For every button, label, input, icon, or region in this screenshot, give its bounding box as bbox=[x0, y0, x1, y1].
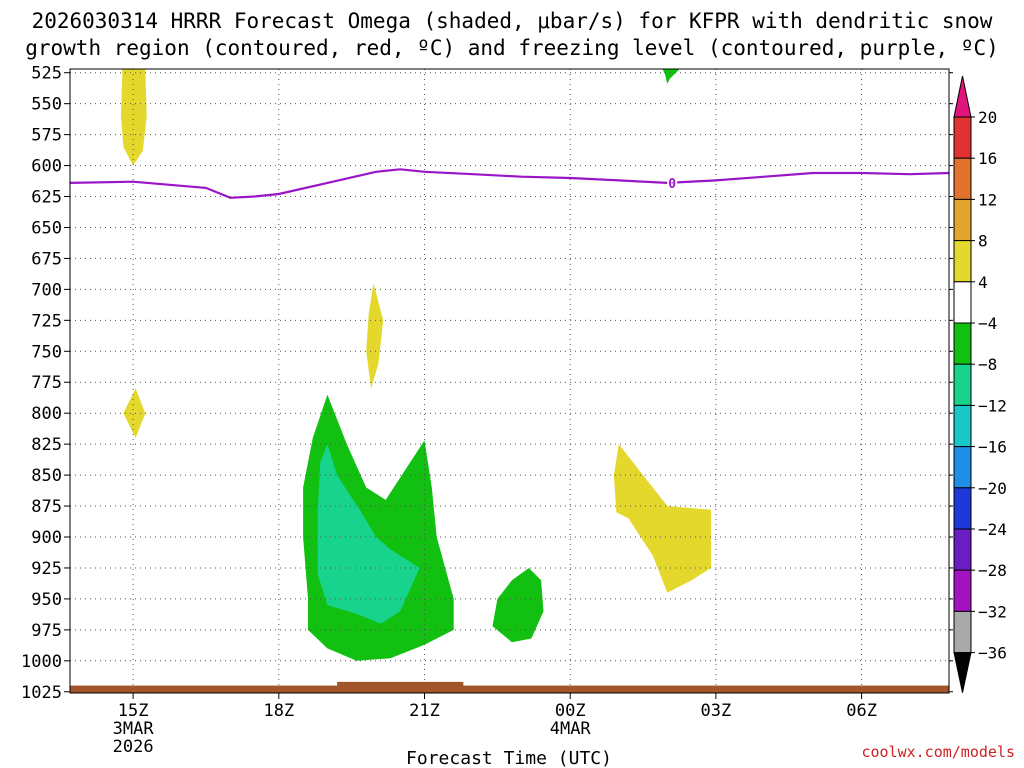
colorbar-label-7: −12 bbox=[978, 396, 1007, 415]
y-tick-label-975: 975 bbox=[31, 621, 62, 641]
colorbar-band-2 bbox=[953, 157, 972, 200]
omega-region-4 bbox=[123, 388, 146, 438]
colorbar-label-0: 20 bbox=[978, 108, 997, 127]
chart-title-line2: growth region (contoured, red, ºC) and f… bbox=[25, 36, 999, 60]
omega-region-5 bbox=[351, 215, 415, 414]
ground-band-bump bbox=[337, 681, 464, 687]
x-tick-label-06Z: 06Z bbox=[846, 701, 877, 721]
y-tick-label-775: 775 bbox=[31, 373, 62, 393]
omega-region-13 bbox=[837, 350, 920, 494]
colorbar-bottom-arrow bbox=[953, 652, 972, 693]
colorbar-label-6: −8 bbox=[978, 355, 997, 374]
y-tick-label-1000: 1000 bbox=[21, 652, 62, 672]
x-tick-label-18Z: 18Z bbox=[263, 701, 294, 721]
x-tick-date-15Z: 3MAR bbox=[113, 719, 155, 739]
colorbar-top-arrow bbox=[953, 75, 972, 118]
y-tick-label-1025: 1025 bbox=[21, 683, 62, 703]
omega-regions bbox=[104, 69, 920, 661]
freezing-level-label: 0 bbox=[668, 177, 676, 192]
omega-region-11 bbox=[587, 366, 755, 618]
colorbar-label-5: −4 bbox=[978, 314, 997, 333]
y-tick-label-800: 800 bbox=[31, 404, 62, 424]
colorbar-label-12: −32 bbox=[978, 602, 1007, 621]
colorbar-band-7 bbox=[953, 363, 972, 406]
omega-region-2 bbox=[121, 69, 147, 166]
colorbar-label-1: 16 bbox=[978, 149, 997, 168]
freezing-level-line bbox=[70, 168, 949, 199]
y-tick-label-575: 575 bbox=[31, 126, 62, 146]
colorbar-band-8 bbox=[953, 404, 972, 448]
x-tick-year-15Z: 2026 bbox=[113, 737, 154, 757]
y-tick-label-550: 550 bbox=[31, 95, 62, 115]
colorbar: 20 16 12 8 4 −4 −8 −12 −16 −20 −24 −28 −32 −36 bbox=[953, 75, 1007, 693]
y-tick-label-825: 825 bbox=[31, 435, 62, 455]
colorbar-label-2: 12 bbox=[978, 190, 997, 209]
colorbar-label-4: 4 bbox=[978, 273, 988, 292]
y-tick-label-875: 875 bbox=[31, 497, 62, 517]
x-axis-title: Forecast Time (UTC) bbox=[406, 748, 612, 768]
plot-frame bbox=[69, 68, 950, 694]
colorbar-band-5 bbox=[953, 281, 972, 324]
ground-band-fill bbox=[70, 685, 949, 693]
colorbar-band-9 bbox=[953, 446, 972, 489]
colorbar-band-3 bbox=[953, 198, 972, 242]
y-axis: 525 550 575 600 625 650 675 700 725 750 775 800 825 8… bbox=[21, 64, 953, 703]
colorbar-label-3: 8 bbox=[978, 232, 988, 251]
gridlines bbox=[70, 69, 949, 693]
freezing-level-group: 0 bbox=[70, 168, 949, 199]
colorbar-band-12 bbox=[953, 569, 972, 612]
omega-region-6 bbox=[366, 283, 384, 389]
y-tick-label-900: 900 bbox=[31, 528, 62, 548]
colorbar-band-6 bbox=[953, 322, 972, 365]
colorbar-label-8: −16 bbox=[978, 438, 1007, 457]
y-tick-label-925: 925 bbox=[31, 559, 62, 579]
y-tick-label-850: 850 bbox=[31, 466, 62, 486]
y-tick-label-525: 525 bbox=[31, 64, 62, 84]
omega-region-12 bbox=[613, 444, 711, 593]
colorbar-label-10: −24 bbox=[978, 520, 1007, 539]
y-tick-label-675: 675 bbox=[31, 249, 62, 269]
colorbar-band-10 bbox=[953, 487, 972, 530]
omega-region-9 bbox=[468, 438, 542, 500]
y-tick-label-625: 625 bbox=[31, 188, 62, 208]
credit-text: coolwx.com/models bbox=[861, 743, 1015, 761]
colorbar-band-11 bbox=[953, 528, 972, 571]
y-tick-label-600: 600 bbox=[31, 157, 62, 177]
y-tick-label-750: 750 bbox=[31, 342, 62, 362]
colorbar-band-1 bbox=[953, 116, 972, 159]
colorbar-band-4 bbox=[953, 240, 972, 283]
x-tick-date-00Z: 4MAR bbox=[550, 719, 592, 739]
colorbar-label-13: −36 bbox=[978, 644, 1007, 663]
omega-region-10 bbox=[492, 568, 544, 643]
ground-band bbox=[70, 681, 949, 693]
plot-area: 0 bbox=[69, 68, 950, 694]
x-tick-label-21Z: 21Z bbox=[409, 701, 440, 721]
y-tick-label-950: 950 bbox=[31, 590, 62, 610]
freezing-level-label-bg bbox=[667, 176, 678, 190]
colorbar-label-9: −20 bbox=[978, 479, 1007, 498]
x-tick-label-00Z: 00Z bbox=[555, 701, 586, 721]
y-tick-label-700: 700 bbox=[31, 280, 62, 300]
y-tick-label-650: 650 bbox=[31, 218, 62, 238]
omega-region-8 bbox=[317, 444, 420, 624]
y-tick-label-725: 725 bbox=[31, 311, 62, 331]
x-tick-label-15Z: 15Z bbox=[118, 701, 149, 721]
colorbar-band-13 bbox=[953, 610, 972, 654]
chart-title: 2026030314 HRRR Forecast Omega (shaded, … bbox=[32, 9, 993, 33]
x-tick-label-03Z: 03Z bbox=[701, 701, 732, 721]
colorbar-label-11: −28 bbox=[978, 561, 1007, 580]
